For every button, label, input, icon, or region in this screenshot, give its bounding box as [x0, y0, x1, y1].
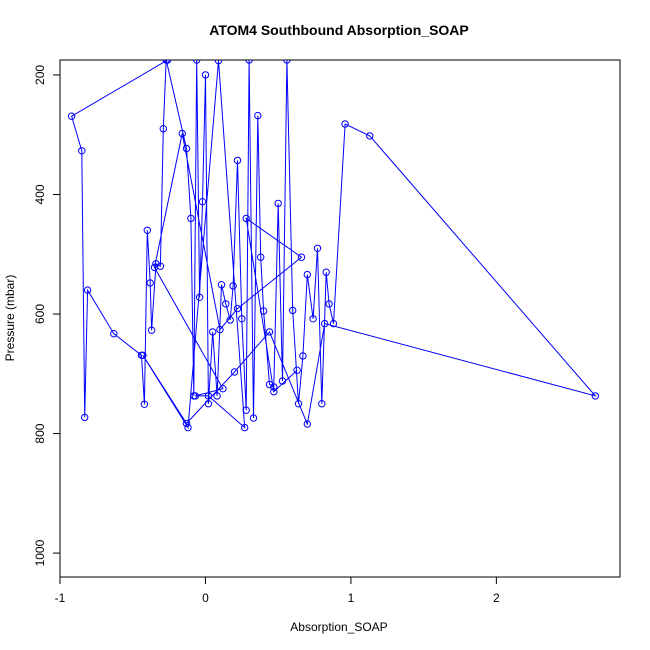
x-tick-label: 1	[348, 591, 355, 605]
data-point	[216, 325, 224, 334]
data-point	[81, 413, 89, 422]
data-point	[222, 300, 230, 308]
data-point	[278, 377, 287, 385]
data-point	[150, 263, 159, 272]
data-point	[233, 304, 242, 313]
data-point	[178, 129, 186, 138]
series-line	[71, 60, 597, 430]
y-axis: 200 400 600 800 1000	[33, 65, 60, 566]
data-point	[274, 199, 282, 208]
data-point	[241, 423, 249, 432]
x-axis: -1 0 1 2	[55, 577, 500, 605]
data-point	[270, 388, 278, 396]
data-point	[191, 392, 200, 400]
data-point	[257, 253, 265, 261]
y-axis-label: Pressure (mbar)	[3, 275, 17, 362]
data-point	[140, 400, 149, 408]
data-point	[313, 244, 322, 253]
data-point	[249, 414, 258, 422]
data-point	[139, 351, 147, 359]
data-point	[265, 380, 274, 389]
data-point	[152, 260, 160, 268]
y-tick-label: 1000	[33, 539, 47, 566]
data-point	[233, 156, 242, 165]
data-point	[162, 60, 170, 64]
data-point	[226, 316, 234, 324]
data-point	[297, 253, 306, 261]
data-point	[219, 385, 227, 393]
data-point	[213, 392, 221, 400]
data-point	[270, 383, 278, 391]
data-point	[303, 270, 311, 279]
y-tick-label: 200	[33, 65, 47, 85]
data-point	[265, 328, 274, 336]
data-point	[204, 400, 213, 408]
data-point	[67, 112, 76, 120]
data-point	[147, 326, 156, 334]
data-point	[187, 214, 195, 223]
data-point	[293, 366, 301, 374]
plot-area	[67, 60, 599, 432]
data-point	[259, 307, 268, 315]
data-point	[283, 60, 291, 64]
data-point	[78, 147, 86, 155]
data-point	[294, 400, 303, 408]
data-point	[321, 319, 329, 328]
data-point	[238, 315, 246, 323]
data-point	[204, 392, 213, 400]
data-point	[366, 132, 374, 140]
data-point	[193, 60, 201, 64]
data-point	[591, 392, 599, 400]
data-point	[325, 300, 333, 308]
data-point	[209, 328, 217, 336]
plot-frame	[59, 59, 621, 578]
data-point	[329, 319, 338, 328]
data-point	[289, 306, 297, 315]
data-point	[159, 125, 168, 133]
data-point	[184, 423, 192, 432]
data-point	[318, 400, 326, 408]
data-point	[230, 368, 239, 376]
x-axis-label: Absorption_SOAP	[290, 620, 387, 634]
x-tick-label: 2	[493, 591, 500, 605]
data-point	[83, 286, 92, 294]
data-point	[146, 279, 154, 287]
data-point	[198, 198, 207, 206]
data-point	[254, 111, 262, 120]
data-point	[341, 120, 349, 128]
data-point	[229, 282, 237, 290]
data-point	[242, 406, 250, 414]
data-point	[214, 60, 223, 65]
data-point	[299, 352, 307, 360]
data-point	[195, 293, 204, 301]
data-point	[182, 144, 191, 153]
data-point	[110, 330, 118, 338]
data-point	[322, 268, 330, 276]
data-point	[201, 71, 210, 79]
y-tick-label: 800	[33, 423, 47, 443]
data-point	[303, 420, 311, 428]
chart-title: ATOM4 Southbound Absorption_SOAP	[209, 22, 469, 38]
y-tick-label: 600	[33, 304, 47, 324]
data-point	[309, 315, 317, 323]
data-point	[245, 60, 253, 64]
data-point	[217, 281, 226, 289]
y-tick-label: 400	[33, 184, 47, 204]
x-tick-label: 0	[202, 591, 209, 605]
data-point	[182, 419, 191, 428]
data-point	[242, 214, 250, 223]
data-point	[143, 226, 152, 235]
x-tick-label: -1	[55, 591, 66, 605]
